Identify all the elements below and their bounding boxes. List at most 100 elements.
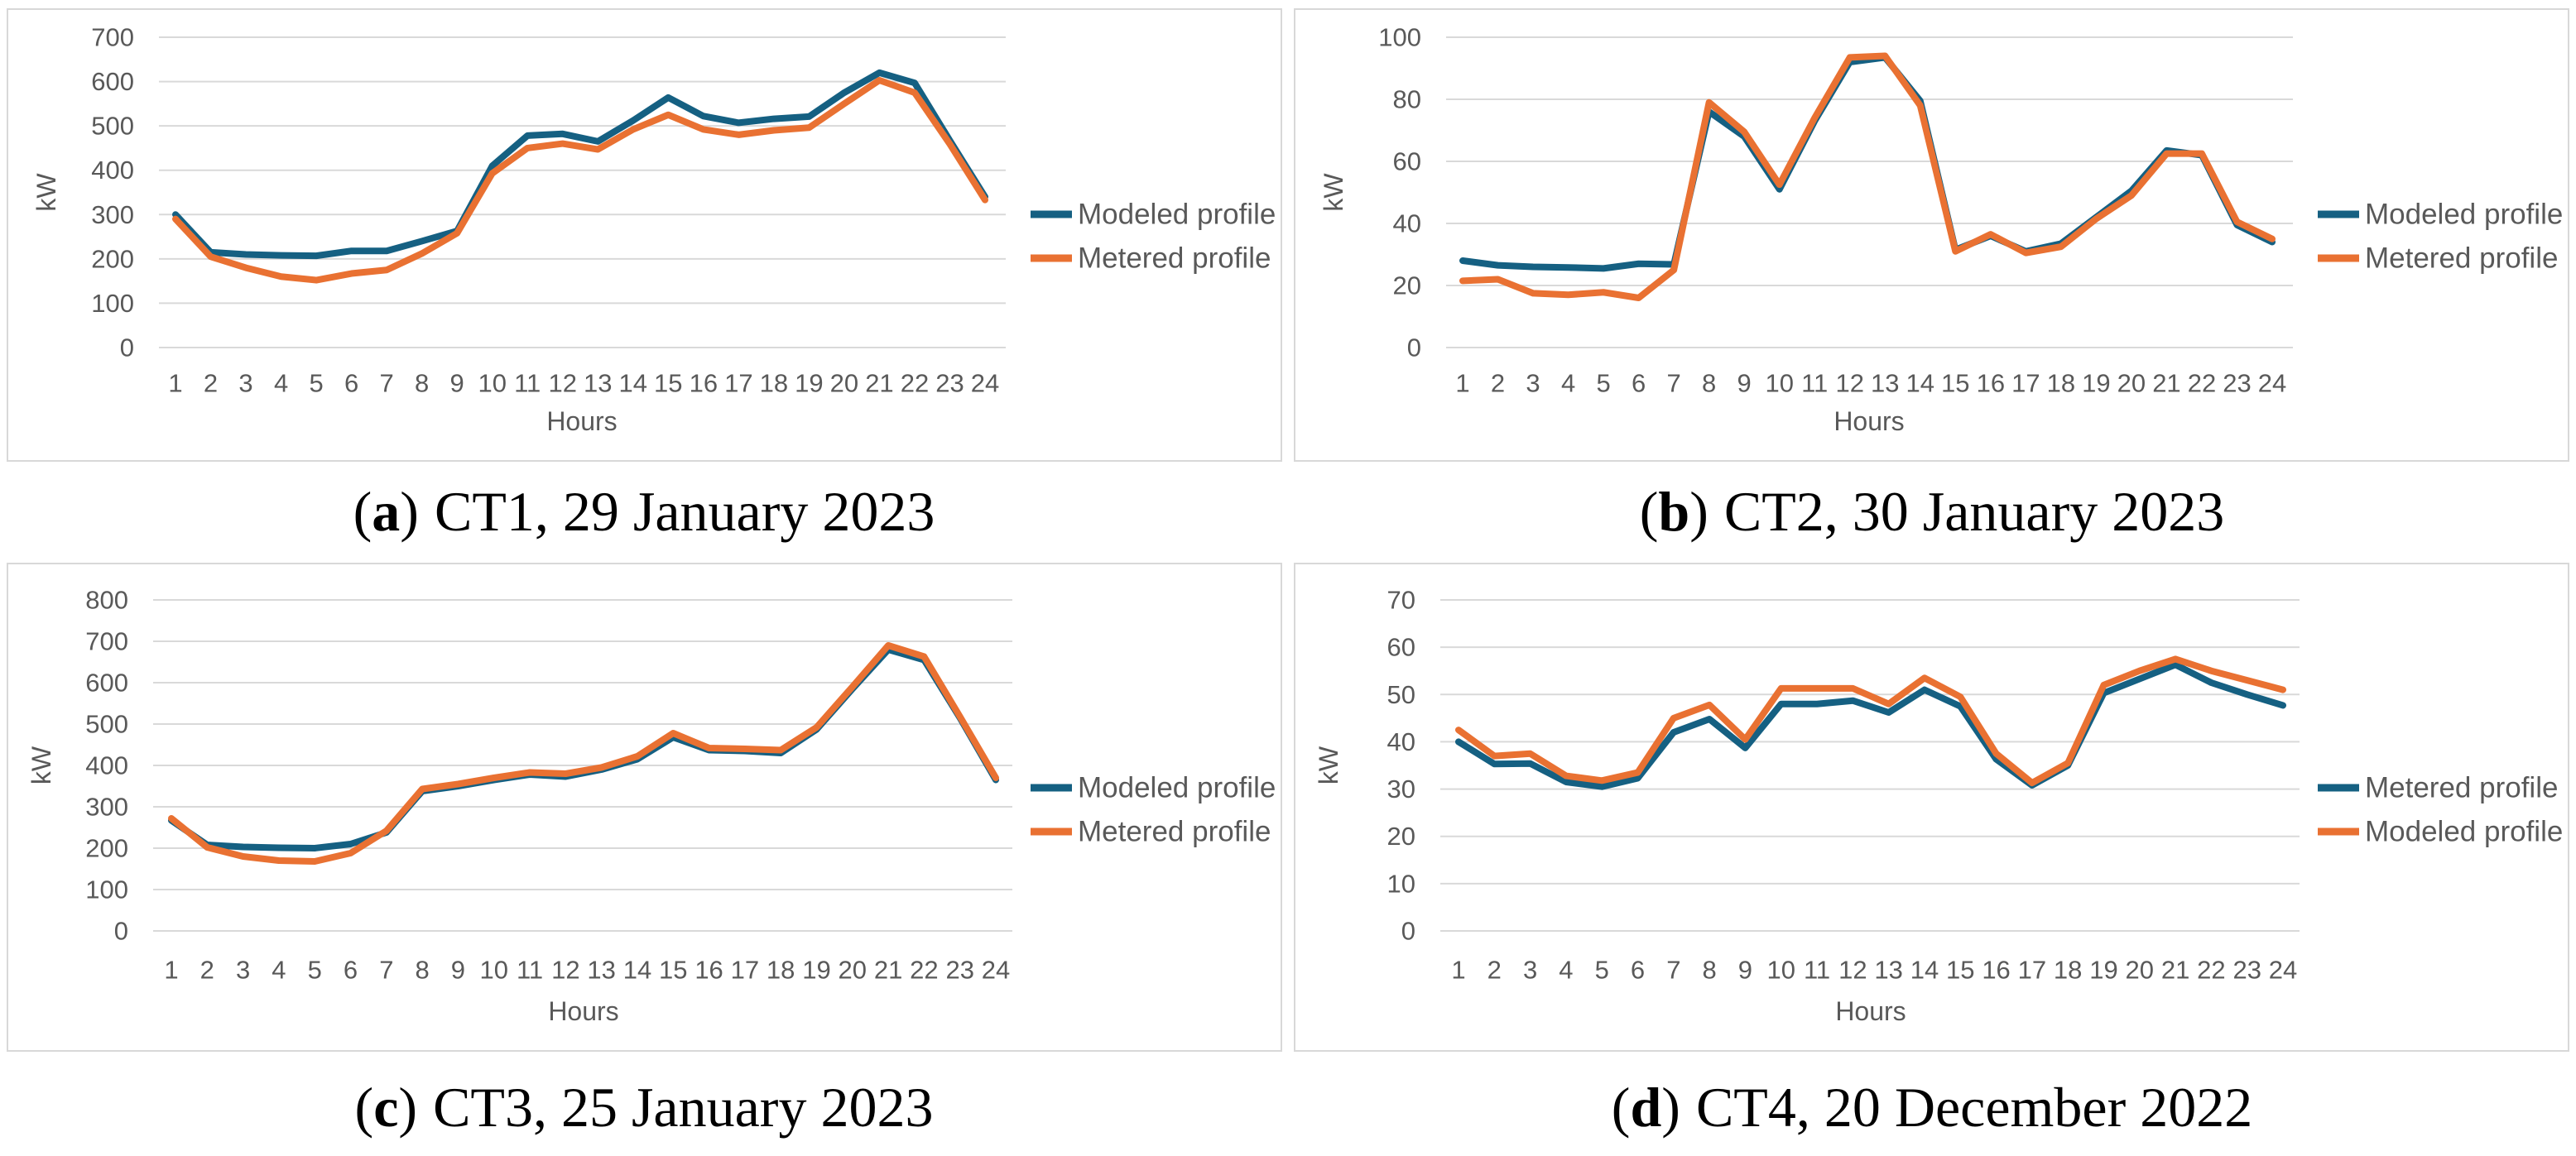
x-tick-label-14: 14 bbox=[619, 369, 647, 398]
x-tick-label-21: 21 bbox=[874, 956, 902, 985]
caption-d-text: CT4, 20 December 2022 bbox=[1695, 1076, 2253, 1139]
x-axis-title: Hours bbox=[546, 406, 617, 436]
chart-panel-c: 800 700 600 500 400 300 200 100 0 1 2 3 4 5 6 7 8 9 10 11 12… bbox=[7, 563, 1282, 1052]
y-tick-label-200: 200 bbox=[91, 244, 134, 273]
x-tick-label-13: 13 bbox=[584, 369, 612, 398]
x-tick-label-1: 1 bbox=[164, 956, 178, 985]
y-tick-label-70: 70 bbox=[1387, 586, 1415, 615]
series-line-modeled-profile bbox=[168, 646, 999, 851]
x-tick-label-23: 23 bbox=[935, 369, 964, 398]
caption-row-bottom: (c) CT3, 25 January 2023 (d) CT4, 20 Decem… bbox=[0, 1061, 2576, 1154]
x-tick-label-2: 2 bbox=[1491, 369, 1505, 398]
series-line-modeled-profile bbox=[1455, 655, 2286, 787]
caption-b-letter: b bbox=[1658, 480, 1690, 543]
y-axis-title: kW bbox=[31, 173, 61, 212]
x-tick-label-15: 15 bbox=[659, 956, 687, 985]
x-tick-label-4: 4 bbox=[1561, 369, 1575, 398]
x-tick-label-15: 15 bbox=[1946, 956, 1974, 985]
x-tick-label-21: 21 bbox=[865, 369, 893, 398]
y-tick-label-600: 600 bbox=[91, 67, 134, 96]
y-tick-label-100: 100 bbox=[1378, 23, 1421, 52]
y-tick-label-10: 10 bbox=[1387, 869, 1415, 898]
x-tick-label-7: 7 bbox=[1666, 956, 1680, 985]
caption-a-open: ( bbox=[353, 480, 372, 543]
series-line-metered-profile bbox=[1459, 52, 2276, 301]
caption-c-text: CT3, 25 January 2023 bbox=[433, 1076, 934, 1139]
series-line-metered-profile bbox=[1455, 661, 2286, 790]
x-tick-label-12: 12 bbox=[551, 956, 579, 985]
x-tick-label-17: 17 bbox=[724, 369, 752, 398]
x-tick-label-2: 2 bbox=[204, 369, 218, 398]
x-tick-label-5: 5 bbox=[1595, 956, 1609, 985]
caption-c-open: ( bbox=[354, 1076, 374, 1139]
y-tick-label-60: 60 bbox=[1393, 147, 1421, 176]
x-tick-label-22: 22 bbox=[2188, 369, 2216, 398]
x-tick-label-9: 9 bbox=[451, 956, 465, 985]
x-tick-label-3: 3 bbox=[236, 956, 250, 985]
x-tick-label-12: 12 bbox=[1838, 956, 1867, 985]
x-tick-label-18: 18 bbox=[2054, 956, 2082, 985]
x-tick-label-7: 7 bbox=[379, 956, 393, 985]
x-tick-label-8: 8 bbox=[1702, 369, 1716, 398]
x-tick-label-3: 3 bbox=[1526, 369, 1540, 398]
caption-d: (d) CT4, 20 December 2022 bbox=[1288, 1061, 2576, 1154]
x-tick-label-24: 24 bbox=[971, 369, 999, 398]
x-tick-label-18: 18 bbox=[760, 369, 788, 398]
caption-a-text: CT1, 29 January 2023 bbox=[434, 480, 935, 543]
x-tick-label-3: 3 bbox=[1523, 956, 1537, 985]
x-tick-label-17: 17 bbox=[731, 956, 759, 985]
x-tick-label-18: 18 bbox=[2047, 369, 2075, 398]
y-tick-label-0: 0 bbox=[114, 917, 128, 946]
y-tick-label-0: 0 bbox=[1407, 333, 1421, 362]
x-tick-label-3: 3 bbox=[238, 369, 252, 398]
y-tick-label-800: 800 bbox=[85, 586, 128, 615]
x-tick-label-22: 22 bbox=[901, 369, 929, 398]
x-tick-label-17: 17 bbox=[2011, 369, 2040, 398]
legend-label-modeled-profile: Modeled profile bbox=[2365, 816, 2563, 848]
x-tick-label-10: 10 bbox=[1766, 956, 1795, 985]
caption-a-letter: a bbox=[372, 480, 401, 543]
y-axis-title: kW bbox=[26, 746, 56, 784]
x-tick-label-10: 10 bbox=[478, 369, 506, 398]
y-axis-title: kW bbox=[1319, 173, 1348, 212]
x-axis-title: Hours bbox=[1835, 996, 1906, 1026]
caption-b: (b) CT2, 30 January 2023 bbox=[1288, 465, 2576, 558]
legend-label-modeled-profile: Modeled profile bbox=[1078, 199, 1276, 231]
x-tick-label-4: 4 bbox=[1559, 956, 1573, 985]
x-tick-label-24: 24 bbox=[2258, 369, 2286, 398]
x-tick-label-2: 2 bbox=[1487, 956, 1502, 985]
x-tick-label-23: 23 bbox=[2232, 956, 2261, 985]
x-tick-label-9: 9 bbox=[1738, 956, 1752, 985]
caption-d-letter: d bbox=[1630, 1076, 1662, 1139]
y-tick-label-400: 400 bbox=[91, 156, 134, 185]
y-tick-label-100: 100 bbox=[85, 875, 128, 904]
caption-c-close: ) bbox=[398, 1076, 418, 1139]
x-tick-label-12: 12 bbox=[548, 369, 576, 398]
x-tick-label-6: 6 bbox=[1632, 369, 1646, 398]
x-tick-label-7: 7 bbox=[380, 369, 394, 398]
legend-label-metered-profile: Metered profile bbox=[2365, 242, 2558, 275]
x-tick-label-11: 11 bbox=[1804, 956, 1830, 985]
x-tick-label-13: 13 bbox=[1874, 956, 1902, 985]
x-tick-label-20: 20 bbox=[2126, 956, 2154, 985]
caption-b-close: ) bbox=[1689, 480, 1709, 543]
x-tick-label-15: 15 bbox=[654, 369, 682, 398]
x-tick-label-11: 11 bbox=[514, 369, 541, 398]
y-tick-label-500: 500 bbox=[91, 112, 134, 141]
y-tick-label-700: 700 bbox=[91, 23, 134, 52]
y-tick-label-200: 200 bbox=[85, 834, 128, 863]
caption-c-letter: c bbox=[373, 1076, 399, 1139]
x-tick-label-9: 9 bbox=[450, 369, 464, 398]
y-tick-label-500: 500 bbox=[85, 710, 128, 739]
y-tick-label-60: 60 bbox=[1387, 633, 1415, 662]
x-tick-label-21: 21 bbox=[2152, 369, 2180, 398]
x-tick-label-5: 5 bbox=[309, 369, 323, 398]
x-tick-label-4: 4 bbox=[272, 956, 286, 985]
x-axis-title: Hours bbox=[1833, 406, 1904, 436]
x-tick-label-15: 15 bbox=[1941, 369, 1969, 398]
x-tick-label-7: 7 bbox=[1667, 369, 1681, 398]
y-tick-label-400: 400 bbox=[85, 751, 128, 780]
chart-panel-d: 70 60 50 40 30 20 10 0 1 2 3 4 5 6 7 8 9 10 11 12 13 14 15 16 17… bbox=[1294, 563, 2569, 1052]
x-tick-label-5: 5 bbox=[1596, 369, 1610, 398]
